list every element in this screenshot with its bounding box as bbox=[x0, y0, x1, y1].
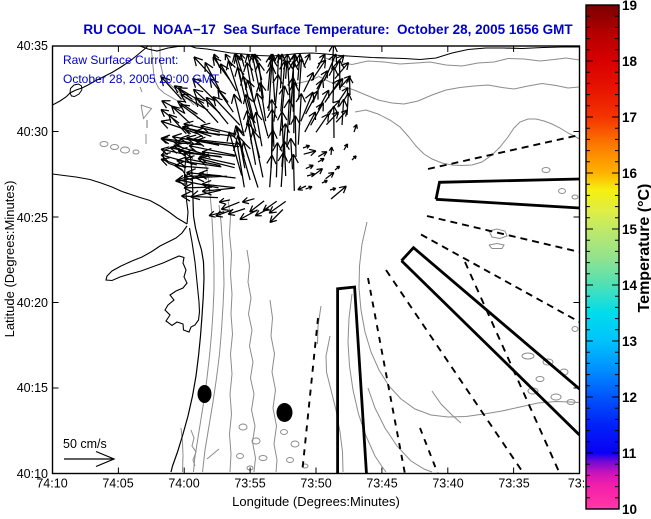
svg-text:Temperature (°C): Temperature (°C) bbox=[636, 184, 651, 313]
svg-text:12: 12 bbox=[622, 390, 637, 405]
svg-text:40:30: 40:30 bbox=[17, 125, 48, 139]
svg-text:10: 10 bbox=[622, 502, 637, 517]
svg-text:13: 13 bbox=[622, 334, 638, 349]
svg-text:50 cm/s: 50 cm/s bbox=[63, 437, 107, 451]
svg-text:14: 14 bbox=[622, 278, 638, 293]
svg-text:73:40: 73:40 bbox=[432, 477, 463, 491]
svg-text:73:50: 73:50 bbox=[300, 477, 331, 491]
svg-text:74:00: 74:00 bbox=[168, 477, 199, 491]
svg-text:11: 11 bbox=[622, 446, 637, 461]
svg-text:73:55: 73:55 bbox=[234, 477, 265, 491]
svg-text:18: 18 bbox=[622, 54, 638, 69]
svg-text:17: 17 bbox=[622, 110, 637, 125]
svg-text:RU COOL NOAA−17 Sea Surface: RU COOL NOAA−17 Sea Surface Temperature:… bbox=[83, 22, 573, 37]
svg-text:74:10: 74:10 bbox=[36, 477, 67, 491]
svg-text:74:05: 74:05 bbox=[102, 477, 133, 491]
svg-text:73:45: 73:45 bbox=[366, 477, 397, 491]
svg-text:16: 16 bbox=[622, 166, 638, 181]
svg-text:40:20: 40:20 bbox=[17, 296, 48, 310]
svg-text:19: 19 bbox=[622, 0, 637, 13]
svg-text:Latitude (Degrees:Minutes): Latitude (Degrees:Minutes) bbox=[2, 181, 17, 338]
svg-text:40:15: 40:15 bbox=[17, 381, 48, 395]
svg-text:40:10: 40:10 bbox=[17, 467, 48, 481]
svg-text:Raw Surface Current:: Raw Surface Current: bbox=[63, 53, 178, 67]
svg-text:40:35: 40:35 bbox=[17, 39, 48, 53]
svg-text:Longitude (Degrees:Minutes): Longitude (Degrees:Minutes) bbox=[232, 494, 400, 509]
svg-text:October 28, 2005 20:00 GMT: October 28, 2005 20:00 GMT bbox=[63, 72, 220, 86]
svg-text:73:35: 73:35 bbox=[498, 477, 529, 491]
svg-text:40:25: 40:25 bbox=[17, 211, 48, 225]
svg-text:15: 15 bbox=[622, 222, 638, 237]
